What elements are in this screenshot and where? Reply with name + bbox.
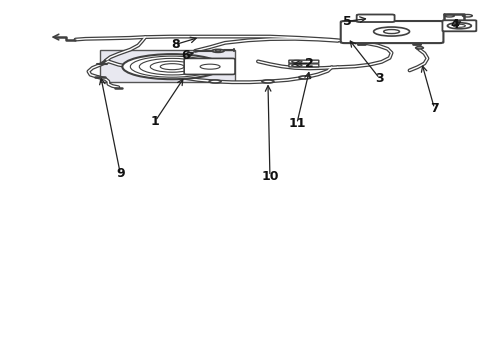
Circle shape — [122, 54, 222, 79]
Text: 4: 4 — [449, 18, 458, 31]
Circle shape — [291, 60, 301, 63]
Text: 3: 3 — [374, 72, 383, 85]
Circle shape — [415, 47, 423, 49]
Text: 8: 8 — [170, 38, 179, 51]
FancyBboxPatch shape — [288, 64, 318, 67]
Text: 11: 11 — [287, 117, 305, 130]
Circle shape — [262, 80, 273, 83]
Text: 2: 2 — [305, 57, 314, 70]
FancyBboxPatch shape — [356, 14, 394, 22]
Bar — [100, 50, 235, 82]
Circle shape — [209, 80, 221, 83]
Circle shape — [212, 49, 224, 52]
Text: 5: 5 — [343, 15, 351, 28]
FancyBboxPatch shape — [442, 20, 475, 31]
Text: 7: 7 — [429, 102, 438, 115]
FancyBboxPatch shape — [288, 60, 318, 63]
Text: 1: 1 — [151, 114, 159, 127]
Circle shape — [367, 16, 383, 20]
FancyBboxPatch shape — [340, 21, 443, 43]
Text: 9: 9 — [116, 167, 124, 180]
Text: 10: 10 — [261, 170, 278, 183]
FancyBboxPatch shape — [184, 58, 235, 75]
Circle shape — [291, 64, 301, 67]
Circle shape — [298, 76, 310, 79]
Text: 6: 6 — [181, 49, 189, 62]
